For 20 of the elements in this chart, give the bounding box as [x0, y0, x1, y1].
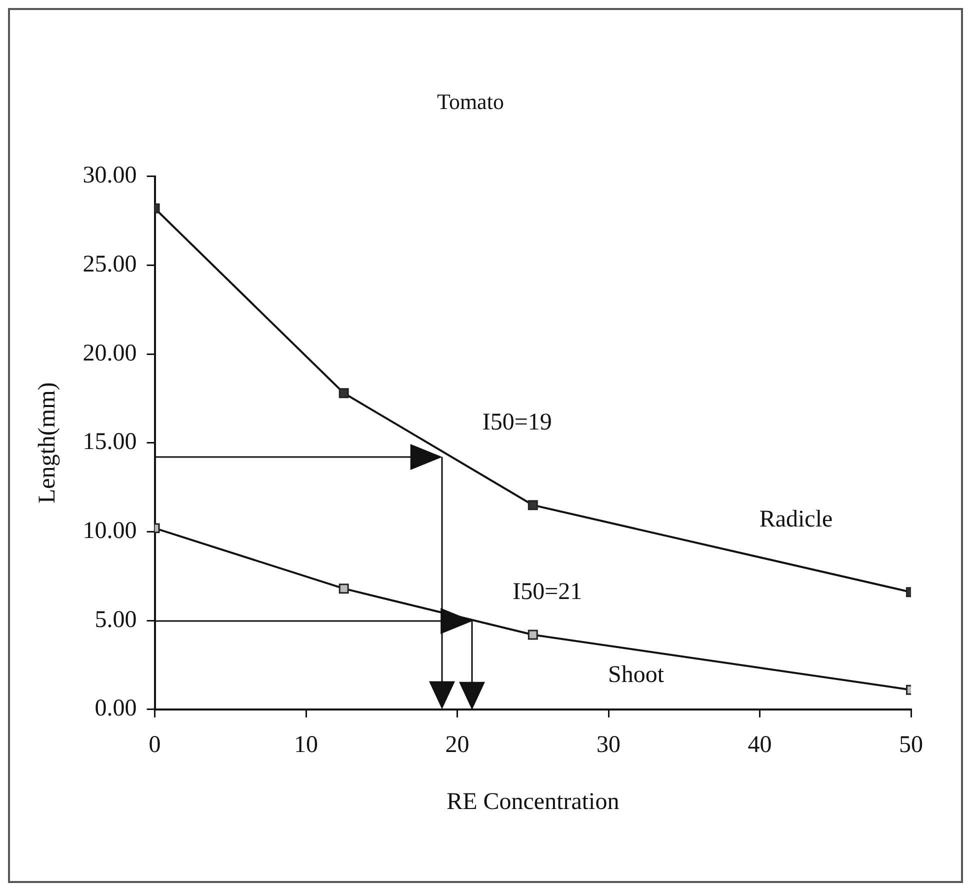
y-tick-label: 25.00 [82, 252, 137, 278]
annotation: I50=19 [482, 409, 552, 436]
series-label: Radicle [759, 506, 833, 532]
x-tick-label: 0 [148, 732, 161, 758]
x-axis-title: RE Concentration [446, 788, 620, 815]
y-tick-label: 0.00 [94, 696, 137, 722]
x-tick-label: 50 [899, 732, 923, 758]
y-tick-label: 10.00 [82, 518, 137, 544]
annotation: I50=21 [512, 578, 582, 605]
x-tick-label: 40 [748, 732, 772, 758]
x-tick-label: 30 [596, 732, 621, 758]
y-tick-label: 20.00 [82, 340, 137, 366]
x-tick-label: 10 [294, 732, 318, 758]
y-tick-label: 5.00 [94, 606, 137, 633]
x-tick-label: 20 [445, 732, 470, 758]
y-axis-title: Length(mm) [34, 382, 61, 504]
y-tick-label: 30.00 [82, 162, 137, 189]
chart-title: Tomato [437, 88, 504, 114]
series-label: Shoot [608, 662, 664, 688]
y-tick-label: 15.00 [82, 429, 137, 456]
